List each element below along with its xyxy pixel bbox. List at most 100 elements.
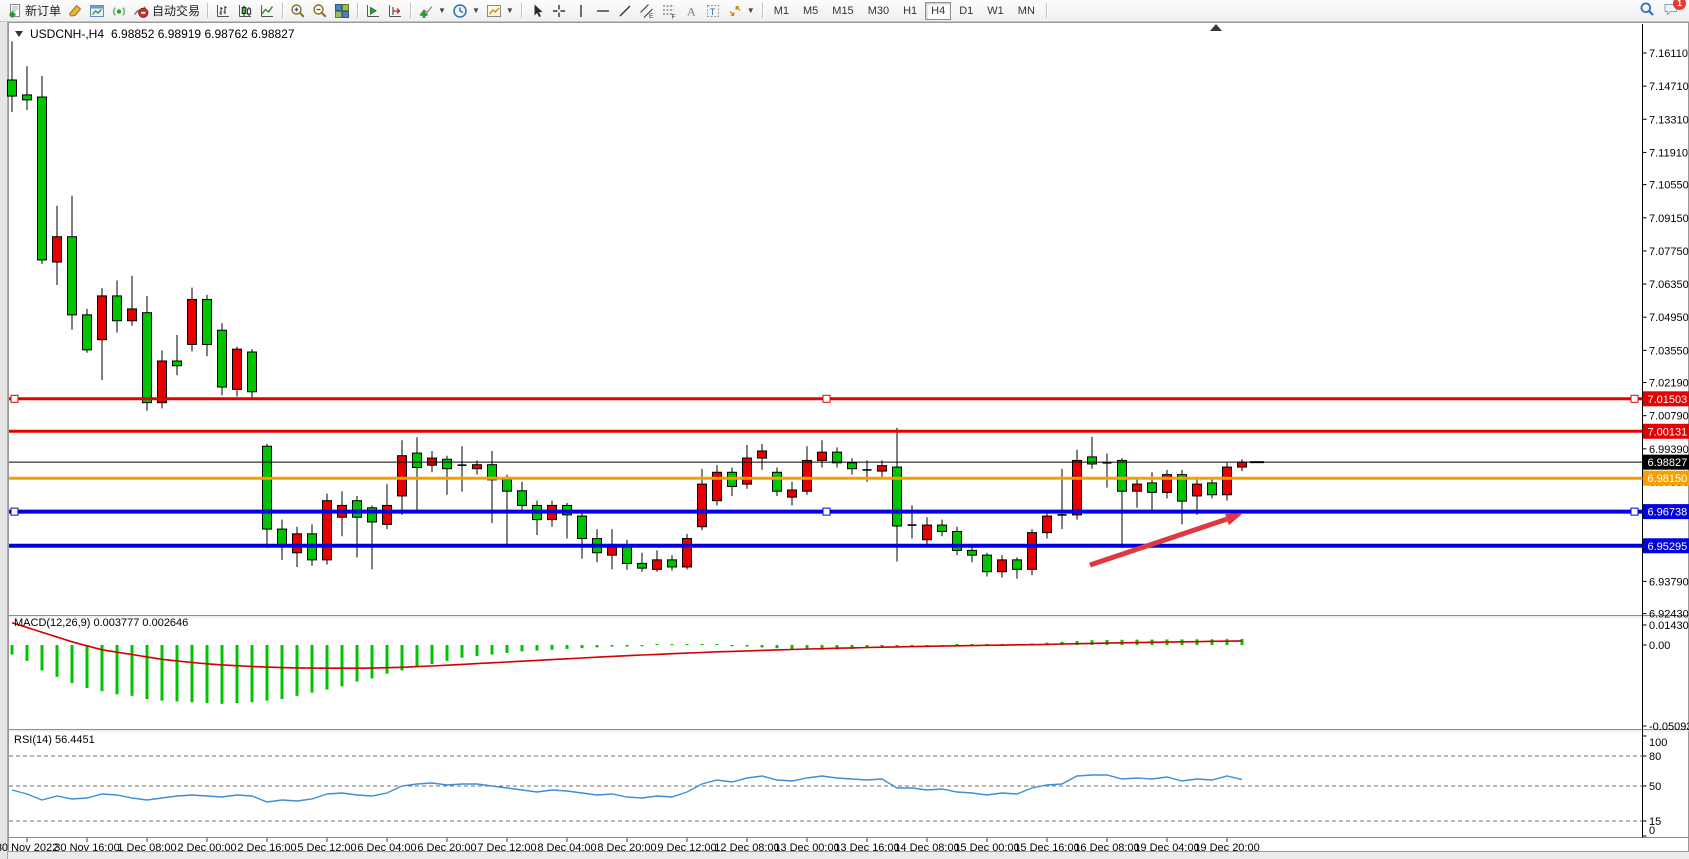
indicators-icon — [419, 5, 433, 18]
line-handle[interactable] — [1630, 507, 1639, 516]
chart-frame — [9, 24, 1689, 838]
profile-button[interactable] — [64, 1, 86, 20]
timeframe-h1-button[interactable]: H1 — [903, 4, 918, 17]
svg-text:7.00131: 7.00131 — [1648, 426, 1688, 438]
signal-icon — [112, 6, 126, 16]
horizontal-line-button[interactable] — [592, 1, 614, 20]
channel-button[interactable]: E — [636, 1, 658, 20]
zoom-in-button[interactable] — [287, 1, 309, 20]
text-button[interactable]: A — [680, 1, 702, 20]
timeframe-mn-button[interactable]: MN — [1017, 4, 1035, 17]
candlestick-button[interactable] — [234, 1, 256, 20]
tile-windows-button[interactable] — [331, 1, 353, 20]
price-axis[interactable]: 7.16110 7.14710 7.13310 7.11910 7.10550 7.091… — [1642, 48, 1689, 621]
timeframe-d1-button[interactable]: D1 — [959, 4, 974, 17]
tile-windows-icon — [335, 3, 350, 18]
vertical-line-button[interactable] — [570, 1, 592, 20]
trend-arrow[interactable] — [1089, 512, 1242, 568]
text-label-button[interactable]: T — [702, 1, 724, 20]
toolbar-group — [212, 0, 278, 21]
svg-text:8 Dec 04:00: 8 Dec 04:00 — [537, 842, 596, 854]
timeframe-m30-button[interactable]: M30 — [867, 4, 890, 17]
search-button[interactable] — [1639, 1, 1655, 20]
chevron-down-icon: ▼ — [505, 6, 514, 15]
chevron-down-icon: ▼ — [746, 6, 755, 15]
svg-text:7.04950: 7.04950 — [1649, 312, 1689, 324]
rsi-line — [11, 774, 1243, 803]
arrows-button[interactable]: ▼ — [724, 1, 758, 20]
fibonacci-button[interactable]: F — [658, 1, 680, 20]
autotrade-icon — [133, 6, 149, 18]
svg-text:E: E — [649, 13, 654, 19]
timeframe-w1-button[interactable]: W1 — [987, 4, 1004, 17]
line-handle[interactable] — [10, 394, 19, 403]
new-order-button[interactable]: 新订单 — [3, 1, 64, 20]
svg-text:19 Dec 20:00: 19 Dec 20:00 — [1194, 842, 1259, 854]
zoom-out-button[interactable] — [309, 1, 331, 20]
highlight-icon — [68, 4, 82, 17]
svg-text:7.09150: 7.09150 — [1649, 213, 1689, 225]
arrows-icon — [729, 5, 741, 16]
autotrade-button-label: 自动交易 — [152, 4, 201, 18]
signals-button[interactable] — [108, 1, 130, 20]
timeframe-m5-button[interactable]: M5 — [803, 4, 819, 17]
svg-text:7.16110: 7.16110 — [1649, 48, 1688, 60]
price-label-7.01503: 7.01503 — [1643, 391, 1689, 407]
svg-text:6.95295: 6.95295 — [1648, 541, 1688, 553]
periods-button[interactable]: ▼ — [449, 1, 483, 20]
charts-button[interactable] — [86, 1, 108, 20]
svg-text:2 Dec 00:00: 2 Dec 00:00 — [177, 842, 236, 854]
svg-text:7.03550: 7.03550 — [1649, 345, 1689, 357]
toolbar-separator — [357, 3, 359, 18]
svg-text:16 Dec 08:00: 16 Dec 08:00 — [1074, 842, 1139, 854]
svg-text:5 Dec 12:00: 5 Dec 12:00 — [297, 842, 356, 854]
svg-text:13 Dec 00:00: 13 Dec 00:00 — [774, 842, 839, 854]
left-panel-grip[interactable] — [0, 22, 8, 859]
svg-text:1 Dec 08:00: 1 Dec 08:00 — [117, 842, 176, 854]
svg-text:6 Dec 20:00: 6 Dec 20:00 — [417, 842, 476, 854]
chart-window-icon — [90, 4, 105, 17]
templates-button[interactable]: ▼ — [483, 1, 517, 20]
line-chart-button[interactable] — [256, 1, 278, 20]
timeframe-h4-button[interactable]: H4 — [925, 1, 952, 20]
line-handle[interactable] — [822, 394, 831, 403]
chart-shift-button[interactable] — [384, 1, 406, 20]
chart-window: USDCNH-,H4 6.98852 6.98919 6.98762 6.988… — [8, 22, 1689, 852]
chart-shift-marker-icon[interactable] — [1210, 24, 1222, 31]
collapse-objects-icon[interactable] — [15, 31, 23, 37]
toolbar-separator — [520, 3, 522, 18]
svg-text:6 Dec 04:00: 6 Dec 04:00 — [357, 842, 416, 854]
crosshair-button[interactable] — [548, 1, 570, 20]
search-icon — [1640, 2, 1654, 16]
chat-button[interactable]: 1 — [1663, 0, 1686, 20]
cursor-button[interactable] — [526, 1, 548, 20]
chart-shift-icon — [389, 4, 402, 17]
svg-text:2 Dec 16:00: 2 Dec 16:00 — [237, 842, 296, 854]
timeframe-m1-button[interactable]: M1 — [773, 4, 789, 17]
svg-text:9 Dec 12:00: 9 Dec 12:00 — [657, 842, 716, 854]
horizontal-levels[interactable] — [9, 394, 1643, 548]
trendline-button[interactable] — [614, 1, 636, 20]
macd-signal-line — [11, 621, 1243, 670]
autotrade-button[interactable]: 自动交易 — [130, 1, 203, 20]
bar-chart-button[interactable] — [212, 1, 234, 20]
auto-scroll-button[interactable] — [362, 1, 384, 20]
text-icon: A — [687, 4, 696, 18]
toolbar-right: 1 — [1639, 0, 1686, 20]
line-handle[interactable] — [1630, 394, 1639, 403]
new-order-button-label: 新订单 — [25, 4, 62, 18]
line-handle[interactable] — [10, 507, 19, 516]
trendline-icon — [619, 5, 631, 16]
zoom-out-icon — [313, 3, 327, 18]
indicators-button[interactable]: ▼ — [415, 1, 449, 20]
line-handle[interactable] — [822, 507, 831, 516]
chart-title-bar: USDCNH-,H4 6.98852 6.98919 6.98762 6.988… — [15, 27, 295, 41]
timeframe-m15-button[interactable]: M15 — [832, 4, 854, 17]
svg-text:19 Dec 04:00: 19 Dec 04:00 — [1134, 842, 1199, 854]
price-label-6.96738: 6.96738 — [1643, 504, 1689, 520]
price-label-7.00131: 7.00131 — [1643, 423, 1689, 439]
svg-text:A: A — [687, 4, 696, 18]
